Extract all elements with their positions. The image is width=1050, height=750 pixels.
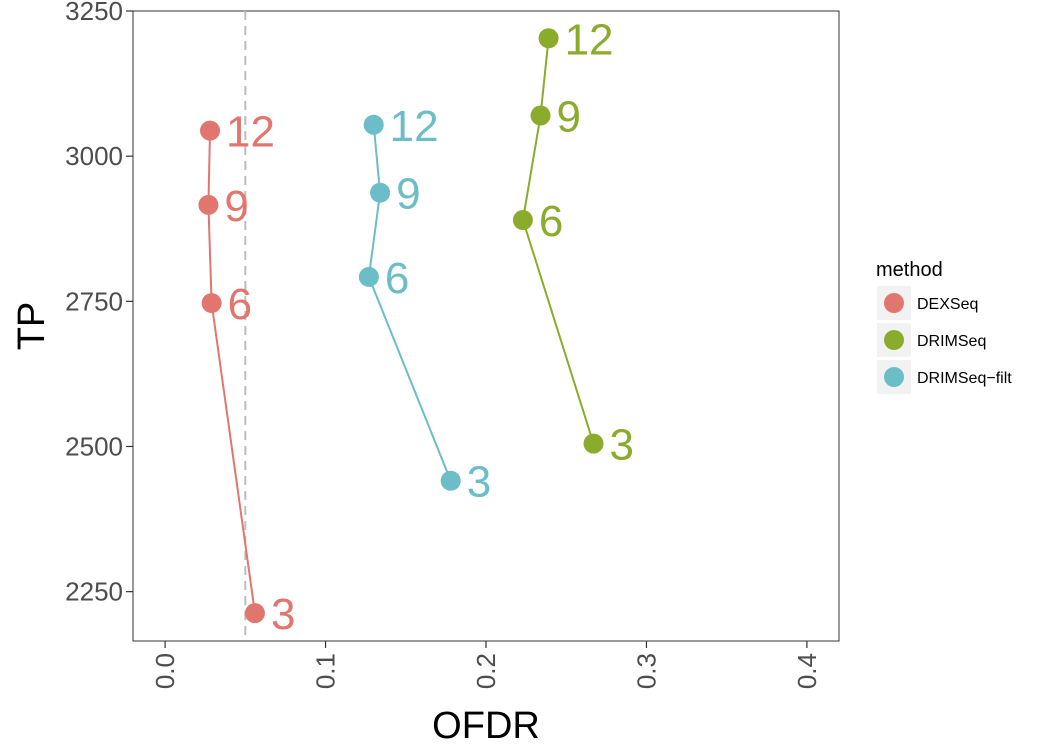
series-drimseq-filt: 3 6 9 12 — [358, 102, 491, 507]
point-label: 12 — [565, 15, 614, 64]
series-line — [367, 124, 452, 482]
y-axis-title: TP — [11, 302, 53, 351]
data-point — [363, 114, 384, 135]
data-point — [512, 210, 533, 231]
legend-label: DRIMSeq — [917, 333, 986, 350]
data-point — [200, 120, 221, 141]
point-label: 6 — [228, 280, 252, 329]
point-label: 3 — [610, 421, 634, 470]
y-tick-label: 2750 — [65, 286, 123, 316]
axis-layer: 0.0 0.1 0.2 0.3 0.4 2250 2500 2750 3000 3250 — [65, 0, 822, 689]
legend-label: DRIMSeq−filt — [917, 370, 1012, 387]
x-tick-label: 0.3 — [631, 653, 661, 689]
data-point — [583, 433, 604, 454]
point-label: 6 — [539, 197, 563, 246]
legend: method DEXSeq DRIMSeq DRIMSeq−filt — [876, 259, 1012, 394]
x-tick-label: 0.4 — [792, 653, 822, 689]
x-tick-label: 0.1 — [311, 653, 341, 689]
plot-background — [132, 10, 840, 642]
data-point — [370, 182, 391, 203]
point-label: 3 — [467, 458, 491, 507]
data-point — [358, 266, 379, 287]
legend-key — [884, 330, 904, 350]
legend-title: method — [876, 259, 943, 281]
point-label: 9 — [396, 170, 420, 219]
legend-key — [884, 367, 904, 387]
data-point — [530, 105, 551, 126]
series-line — [521, 38, 595, 444]
y-tick-label: 3000 — [65, 141, 123, 171]
point-label: 12 — [226, 108, 275, 157]
legend-key — [884, 293, 904, 313]
x-tick-label: 0.2 — [471, 653, 501, 689]
data-point — [244, 603, 265, 624]
y-tick-label: 2250 — [65, 577, 123, 607]
point-label: 12 — [390, 102, 439, 151]
point-label: 3 — [271, 590, 295, 639]
legend-label: DEXSeq — [917, 296, 978, 313]
data-point — [198, 194, 219, 215]
x-axis-title: OFDR — [432, 705, 540, 747]
point-label: 9 — [224, 182, 248, 231]
x-tick-label: 0.0 — [150, 653, 180, 689]
y-tick-label: 2500 — [65, 431, 123, 461]
series-drimseq: 3 6 9 12 — [512, 15, 634, 470]
point-label: 6 — [385, 254, 409, 303]
data-point — [440, 470, 461, 491]
data-point — [538, 28, 559, 49]
series-line — [207, 130, 256, 614]
data-point — [201, 293, 222, 314]
series-layer: 3 6 9 12 3 6 9 12 3 6 9 12 — [198, 15, 634, 639]
point-label: 9 — [557, 93, 581, 142]
y-tick-label: 3250 — [65, 0, 123, 26]
series-dexseq: 3 6 9 12 — [198, 108, 295, 639]
